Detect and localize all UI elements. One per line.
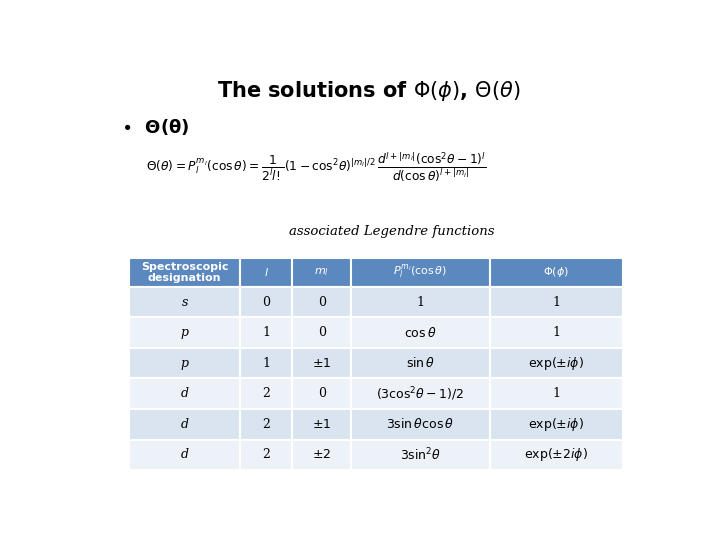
Bar: [240, 287, 292, 318]
Text: s: s: [181, 295, 188, 308]
Bar: [351, 440, 490, 470]
Text: $\exp(\pm i\phi)$: $\exp(\pm i\phi)$: [528, 355, 584, 372]
Bar: [490, 348, 623, 379]
Bar: [490, 318, 623, 348]
Text: 1: 1: [552, 326, 560, 339]
Bar: [292, 318, 351, 348]
Text: p: p: [181, 357, 189, 370]
Text: associated Legendre functions: associated Legendre functions: [289, 225, 494, 238]
Text: d: d: [181, 448, 189, 461]
Text: 0: 0: [262, 295, 270, 308]
Bar: [490, 440, 623, 470]
Text: $\pm 1$: $\pm 1$: [312, 418, 331, 431]
Bar: [292, 348, 351, 379]
Bar: [351, 409, 490, 440]
Text: 0: 0: [318, 387, 325, 400]
Bar: [351, 318, 490, 348]
Text: $(3\cos^2\!\theta-1)/2$: $(3\cos^2\!\theta-1)/2$: [377, 385, 464, 403]
Text: $\bullet$  $\mathbf{\Theta(\theta)}$: $\bullet$ $\mathbf{\Theta(\theta)}$: [121, 117, 189, 137]
Text: $3\sin\theta\cos\theta$: $3\sin\theta\cos\theta$: [387, 417, 454, 431]
Text: The solutions of $\Phi(\phi)$, $\Theta(\theta)$: The solutions of $\Phi(\phi)$, $\Theta(\…: [217, 79, 521, 103]
Text: $\exp(\pm 2i\phi)$: $\exp(\pm 2i\phi)$: [524, 447, 588, 463]
Bar: [490, 409, 623, 440]
Bar: [292, 258, 351, 287]
Bar: [129, 409, 240, 440]
Bar: [292, 440, 351, 470]
Bar: [129, 440, 240, 470]
Bar: [490, 287, 623, 318]
Bar: [292, 409, 351, 440]
Text: 2: 2: [262, 418, 270, 431]
Text: $\pm 1$: $\pm 1$: [312, 357, 331, 370]
Text: p: p: [181, 326, 189, 339]
Bar: [129, 348, 240, 379]
Text: $\sin\theta$: $\sin\theta$: [406, 356, 435, 370]
Bar: [490, 258, 623, 287]
Bar: [129, 258, 240, 287]
Bar: [240, 379, 292, 409]
Bar: [240, 440, 292, 470]
Bar: [129, 318, 240, 348]
Text: 1: 1: [262, 326, 270, 339]
Bar: [240, 258, 292, 287]
Text: $3\sin^2\!\theta$: $3\sin^2\!\theta$: [400, 447, 441, 463]
Text: $\pm 2$: $\pm 2$: [312, 448, 331, 461]
Text: 1: 1: [552, 295, 560, 308]
Text: $\Theta(\theta) = P_l^{m_l}(\cos\theta) = \dfrac{1}{2^l l!}(1-\cos^2\!\theta)^{|: $\Theta(\theta) = P_l^{m_l}(\cos\theta) …: [145, 150, 486, 184]
Bar: [351, 348, 490, 379]
Bar: [129, 379, 240, 409]
Text: $\exp(\pm i\phi)$: $\exp(\pm i\phi)$: [528, 416, 584, 433]
Text: $\Phi(\phi)$: $\Phi(\phi)$: [544, 266, 569, 280]
Text: 0: 0: [318, 326, 325, 339]
Bar: [240, 318, 292, 348]
Bar: [240, 409, 292, 440]
Text: 0: 0: [318, 295, 325, 308]
Text: d: d: [181, 418, 189, 431]
Bar: [292, 379, 351, 409]
Text: 2: 2: [262, 448, 270, 461]
Text: Spectroscopic
designation: Spectroscopic designation: [141, 262, 228, 284]
Text: $m_l$: $m_l$: [314, 267, 329, 278]
Text: 1: 1: [262, 357, 270, 370]
Text: $P_l^{m_l}(\cos\theta)$: $P_l^{m_l}(\cos\theta)$: [393, 264, 448, 281]
Text: 2: 2: [262, 387, 270, 400]
Bar: [240, 348, 292, 379]
Bar: [351, 287, 490, 318]
Text: $\cos\theta$: $\cos\theta$: [404, 326, 436, 340]
Text: 1: 1: [416, 295, 424, 308]
Bar: [490, 379, 623, 409]
Text: 1: 1: [552, 387, 560, 400]
Bar: [129, 287, 240, 318]
Text: d: d: [181, 387, 189, 400]
Bar: [292, 287, 351, 318]
Text: $l$: $l$: [264, 266, 269, 279]
Bar: [351, 379, 490, 409]
Bar: [351, 258, 490, 287]
